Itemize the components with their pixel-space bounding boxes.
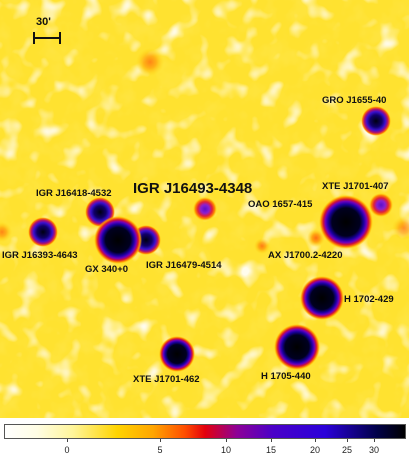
faint-source: [254, 238, 270, 254]
colorbar-tick-label: 10: [220, 445, 232, 455]
source-igr-j16493-4348: [193, 197, 217, 221]
colorbar-tickmark: [271, 439, 272, 442]
source-h-1705-440: [274, 324, 320, 370]
label-h-1705-440: H 1705-440: [261, 371, 311, 382]
source-gro-j1655-40: [361, 106, 391, 136]
label-ax-j1700-2-4220: AX J1700.2-4220: [268, 250, 343, 261]
colorbar-tickmark: [160, 439, 161, 442]
scale-label: 30': [36, 16, 51, 28]
colorbar-tick-label: 0: [64, 445, 70, 455]
label-igr-j16418-4532: IGR J16418-4532: [36, 188, 112, 199]
colorbar-tickmark: [347, 439, 348, 442]
colorbar-tick-label: 5: [157, 445, 163, 455]
colorbar-tickmark: [226, 439, 227, 442]
source-oao-1657-415: [319, 195, 373, 249]
sky-map: 30' IGR J16493-4348 GRO J1655-40 XTE J17…: [0, 0, 409, 418]
source-igr-j16393-4643: [28, 217, 58, 247]
colorbar-tickmark: [67, 439, 68, 442]
colorbar: [4, 424, 406, 439]
label-xte-j1701-462: XTE J1701-462: [133, 374, 200, 385]
source-h-1702-429: [300, 276, 344, 320]
colorbar-tickmark: [374, 439, 375, 442]
source-xte-j1701-407: [369, 193, 393, 217]
label-gx-340-0: GX 340+0: [85, 264, 129, 275]
colorbar-tick-label: 30: [368, 445, 380, 455]
label-igr-j16493-4348: IGR J16493-4348: [133, 180, 253, 197]
scale-bar-line: [33, 32, 61, 44]
colorbar-tick-label: 25: [341, 445, 353, 455]
label-h-1702-429: H 1702-429: [344, 294, 394, 305]
source-xte-j1701-462: [159, 336, 195, 372]
label-igr-j16393-4643: IGR J16393-4643: [2, 250, 78, 261]
label-gro-j1655-40: GRO J1655-40: [322, 95, 387, 106]
colorbar-tickmark: [315, 439, 316, 442]
label-igr-j16479-4514: IGR J16479-4514: [146, 260, 222, 271]
faint-source: [136, 48, 164, 76]
significance-map: [0, 0, 409, 418]
faint-source: [307, 229, 325, 247]
colorbar-tick-label: 20: [309, 445, 321, 455]
faint-source: [392, 216, 409, 240]
label-oao-1657-415: OAO 1657-415: [248, 199, 313, 210]
colorbar-tick-label: 15: [265, 445, 277, 455]
faint-source: [0, 222, 12, 242]
label-xte-j1701-407: XTE J1701-407: [322, 181, 389, 192]
source-gx-340-0: [94, 216, 142, 264]
